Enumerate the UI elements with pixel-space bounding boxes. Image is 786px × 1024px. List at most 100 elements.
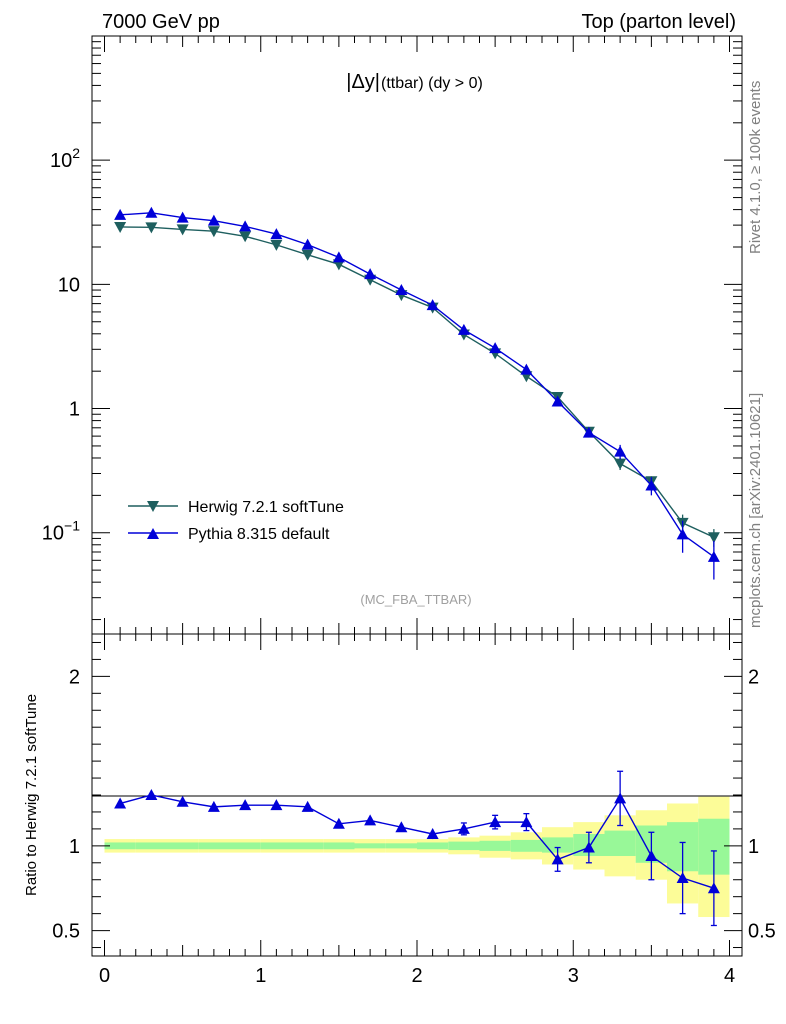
- ratio-point: [707, 882, 720, 894]
- analysis-watermark: (MC_FBA_TTBAR): [360, 592, 471, 607]
- main-point-pythia: [332, 251, 345, 263]
- ratio-ytick-label-left: 2: [69, 666, 80, 688]
- main-point-herwig: [614, 458, 627, 470]
- main-point-pythia: [395, 284, 408, 296]
- ratio-series-group: [114, 770, 720, 927]
- ratio-band-green: [104, 842, 136, 850]
- main-frame: [91, 35, 743, 635]
- ratio-band-green: [479, 840, 511, 851]
- legend-marker-herwig: [147, 501, 159, 512]
- legend-label-pythia: Pythia 8.315 default: [188, 526, 330, 543]
- main-point-pythia: [489, 342, 502, 354]
- ratio-band-green: [448, 841, 480, 851]
- main-ytick-label: 10−1: [42, 518, 80, 545]
- rivet-label: Rivet 4.1.0, ≥ 100k events: [747, 81, 764, 254]
- main-point-pythia: [645, 479, 658, 491]
- ratio-band-green: [510, 839, 542, 852]
- ratio-xtick-label: 1: [255, 965, 266, 987]
- ratio-xtick-label: 4: [724, 965, 735, 987]
- main-point-herwig: [114, 221, 127, 233]
- ratio-band-green: [417, 842, 449, 850]
- main-point-pythia: [457, 323, 470, 335]
- ratio-ytick-label-right: 1: [748, 836, 759, 858]
- main-point-pythia: [176, 211, 189, 223]
- ratio-ytick-label-left: 0.5: [52, 921, 80, 943]
- ratio-point: [426, 827, 439, 839]
- main-point-pythia: [520, 363, 533, 375]
- ratio-frame: [91, 633, 743, 957]
- main-ytick-label: 10: [58, 274, 80, 296]
- main-ytick-label: 102: [50, 145, 80, 172]
- main-axis-ticks: [92, 36, 742, 634]
- main-point-pythia: [614, 445, 627, 457]
- ratio-axis-ticks: 0.5 0.5 1 1 2 2 0 1 2 3 4: [52, 634, 776, 987]
- plot-title-sub: (ttbar) (dy > 0): [381, 75, 483, 92]
- ratio-point: [364, 814, 377, 826]
- main-point-pythia: [364, 268, 377, 280]
- ratio-band-green: [260, 842, 292, 850]
- main-point-herwig: [270, 239, 283, 251]
- ratio-band-green: [135, 842, 167, 850]
- mcplots-label: mcplots.cern.ch [arXiv:2401.10621]: [747, 393, 764, 628]
- ratio-point: [114, 797, 127, 809]
- legend-marker-pythia: [147, 528, 159, 539]
- main-point-herwig: [176, 224, 189, 236]
- ratio-series-line: [119, 794, 715, 889]
- main-point-pythia: [270, 228, 283, 240]
- ratio-point: [645, 850, 658, 862]
- header-energy: 7000 GeV pp: [102, 11, 220, 33]
- legend-entry-pythia: Pythia 8.315 default: [128, 526, 330, 543]
- ratio-point: [239, 799, 252, 811]
- ratio-point: [457, 822, 470, 834]
- main-point-pythia: [551, 395, 564, 407]
- main-series-line-herwig: [120, 226, 715, 538]
- legend: Herwig 7.2.1 softTune Pythia 8.315 defau…: [128, 499, 344, 543]
- ratio-point: [332, 817, 345, 829]
- main-point-pythia: [707, 550, 720, 562]
- header-process: Top (parton level): [581, 11, 736, 33]
- ratio-ytick-label-left: 1: [69, 836, 80, 858]
- ratio-point: [582, 841, 595, 853]
- ratio-band-green: [604, 830, 636, 857]
- main-point-herwig: [145, 222, 158, 234]
- ratio-point: [614, 792, 627, 804]
- ratio-xtick-label: 0: [99, 965, 110, 987]
- ratio-point: [676, 872, 689, 884]
- ratio-point: [395, 821, 408, 833]
- main-point-pythia: [239, 220, 252, 232]
- ratio-band-green: [354, 843, 386, 849]
- main-point-herwig: [707, 532, 720, 544]
- ratio-point: [176, 795, 189, 807]
- ratio-panel: 0.5 0.5 1 1 2 2 0 1 2 3 4 Ratio to Herwig 7.2.1 so…: [23, 633, 776, 987]
- ratio-band-green: [542, 837, 574, 853]
- ratio-band-green: [323, 842, 355, 850]
- ratio-point: [145, 789, 158, 800]
- legend-label-herwig: Herwig 7.2.1 softTune: [188, 499, 344, 516]
- ratio-ytick-label-right: 0.5: [748, 921, 776, 943]
- ratio-point: [489, 816, 502, 828]
- main-point-herwig: [239, 231, 252, 243]
- ratio-point: [301, 800, 314, 812]
- plot-title-main: |Δy|: [346, 71, 380, 93]
- main-point-herwig: [301, 249, 314, 261]
- legend-entry-herwig: Herwig 7.2.1 softTune: [128, 499, 344, 516]
- main-series-line-pythia: [120, 212, 715, 558]
- main-point-pythia: [426, 299, 439, 311]
- ratio-point: [520, 816, 533, 828]
- main-point-pythia: [301, 238, 314, 250]
- main-panel: 10−1 1 10 102 |Δy| (ttbar) (dy > 0) (MC_FBA…: [42, 35, 743, 635]
- ratio-point: [270, 799, 283, 811]
- ratio-band-green: [385, 843, 417, 849]
- ratio-band-green: [198, 842, 230, 850]
- main-point-herwig: [207, 226, 220, 238]
- ratio-ytick-label-right: 2: [748, 666, 759, 688]
- ratio-band-green: [292, 842, 324, 850]
- main-point-pythia: [145, 206, 158, 218]
- main-point-pythia: [676, 528, 689, 540]
- ratio-point: [551, 853, 564, 865]
- main-series-group: [114, 206, 720, 580]
- ratio-ylabel: Ratio to Herwig 7.2.1 softTune: [23, 694, 40, 896]
- main-point-pythia: [207, 214, 220, 226]
- main-point-pythia: [582, 426, 595, 438]
